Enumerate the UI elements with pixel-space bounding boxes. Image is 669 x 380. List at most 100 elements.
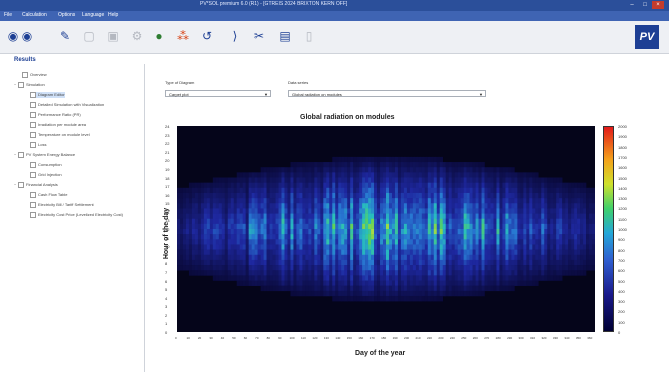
- menu-calculation[interactable]: Calculation: [22, 12, 47, 18]
- heatmap-cell: [592, 259, 595, 266]
- heatmap-cell: [218, 254, 223, 261]
- heatmap-cell: [388, 182, 393, 189]
- heatmap-cell: [257, 254, 261, 261]
- heatmap-cell: [188, 208, 193, 214]
- heatmap-cell: [424, 290, 429, 297]
- heatmap-cell: [323, 290, 327, 297]
- data-series-select[interactable]: Global radiation on modules ▼: [288, 90, 486, 97]
- heatmap-cell: [454, 234, 458, 240]
- heatmap-cell: [242, 259, 246, 266]
- close-icon[interactable]: ×: [652, 1, 664, 9]
- heatmap-cell: [592, 213, 595, 219]
- heatmap-cell: [439, 167, 444, 173]
- tree-item-simulation[interactable]: − Simulation: [14, 82, 45, 88]
- data-series-value: Global radiation on modules: [292, 92, 342, 97]
- heatmap-cell: [329, 198, 333, 204]
- people-icon[interactable]: ⁂: [177, 29, 189, 43]
- tree-item-electricity-cost[interactable]: Electricity Cost Price (Levelized Electr…: [30, 212, 123, 218]
- back-icon[interactable]: ◉: [7, 29, 19, 43]
- heatmap-cell: [197, 192, 202, 199]
- heatmap-cell: [511, 182, 515, 189]
- diagram-type-select[interactable]: Carpet plot ▼: [165, 90, 271, 97]
- menu-options[interactable]: Options: [58, 12, 76, 18]
- heatmap-cell: [565, 203, 569, 209]
- heatmap-cell: [484, 259, 488, 266]
- menu-help[interactable]: Help: [108, 12, 119, 18]
- heatmap-cell: [272, 249, 276, 256]
- maximize-icon[interactable]: □: [643, 2, 647, 8]
- page-edit-icon[interactable]: ▣: [107, 29, 119, 43]
- heatmap-cell: [544, 192, 548, 199]
- heatmap-cell: [386, 218, 390, 225]
- heatmap-cell: [344, 265, 348, 271]
- heatmap-cell: [493, 203, 497, 209]
- heatmap-cell: [179, 192, 184, 199]
- heatmap-cell: [445, 285, 449, 292]
- heatmap-cell: [460, 182, 464, 189]
- heatmap-cell: [200, 239, 205, 245]
- scissors-icon[interactable]: ✂: [253, 29, 265, 43]
- heatmap-cell: [338, 203, 342, 209]
- heatmap-cell: [236, 270, 240, 276]
- tree-item-detailed-simulation[interactable]: Detailed Simulation with Visualization: [30, 102, 104, 108]
- heatmap-cell: [457, 172, 461, 178]
- heatmap-cell: [344, 234, 348, 240]
- tree-item-overview[interactable]: Overview: [22, 72, 47, 78]
- heatmap-cell: [538, 187, 542, 194]
- gear-icon[interactable]: ⚙: [131, 29, 143, 43]
- heatmap-cell: [442, 270, 447, 276]
- menu-language[interactable]: Language: [82, 12, 105, 18]
- tree-item-temperature[interactable]: Temperature on module level: [30, 132, 90, 138]
- wrench-icon[interactable]: ✎: [59, 29, 71, 43]
- tree-item-energy-balance[interactable]: − PV System Energy Balance: [14, 152, 76, 158]
- globe-icon[interactable]: ●: [155, 29, 163, 43]
- tree-item-consumption[interactable]: Consumption: [30, 162, 62, 168]
- heatmap-cell: [353, 295, 357, 302]
- heatmap-cell: [347, 213, 351, 219]
- tree-item-loss[interactable]: Loss: [30, 142, 46, 148]
- heatmap-cell: [350, 234, 354, 240]
- clipboard-icon[interactable]: ▯: [305, 29, 313, 43]
- heatmap-cell: [350, 259, 354, 266]
- heatmap-cell: [394, 223, 399, 230]
- menu-file[interactable]: File: [4, 12, 13, 18]
- heatmap-cell: [251, 213, 255, 219]
- minimize-icon[interactable]: –: [630, 2, 634, 8]
- heatmap-cell: [415, 295, 420, 302]
- undo-icon[interactable]: ↺: [201, 29, 213, 43]
- heatmap-cell: [397, 192, 402, 199]
- heatmap-cell: [215, 275, 220, 281]
- heatmap-cell: [179, 223, 184, 230]
- heatmap-cell: [559, 244, 563, 250]
- heatmap-cell: [332, 249, 336, 256]
- tree-item-cash-flow[interactable]: Cash Flow Table: [30, 192, 68, 198]
- heatmap-cell: [383, 239, 387, 245]
- heatmap-cell: [394, 208, 399, 214]
- forward-icon[interactable]: ◉: [21, 29, 33, 43]
- heatmap-cell: [412, 259, 417, 266]
- heatmap-cell: [374, 239, 378, 245]
- heatmap-cell: [218, 275, 223, 281]
- tree-item-performance-ratio[interactable]: Performance Ratio (PR): [30, 112, 81, 118]
- tree-item-financial-analysis[interactable]: − Financial Analysis: [14, 182, 58, 188]
- heatmap-cell: [236, 208, 240, 214]
- heatmap-cell: [529, 218, 533, 225]
- heatmap-cell: [388, 162, 393, 168]
- heatmap-cell: [221, 254, 226, 261]
- page-icon[interactable]: ▢: [83, 29, 95, 43]
- bracket-icon[interactable]: ⟩: [232, 29, 238, 43]
- save-icon[interactable]: ▤: [279, 29, 291, 43]
- heatmap-cell: [239, 198, 243, 204]
- tree-item-diagram-editor[interactable]: Diagram Editor: [30, 92, 65, 98]
- tree-item-irradiation[interactable]: Irradiation per module area: [30, 122, 86, 128]
- heatmap-cell: [368, 285, 372, 292]
- y-tick-label: 11: [165, 235, 170, 241]
- heatmap-cell: [499, 172, 503, 178]
- heatmap-cell: [320, 177, 324, 183]
- heatmap-cell: [499, 244, 503, 250]
- heatmap-cell: [287, 234, 291, 240]
- heatmap-cell: [541, 259, 545, 266]
- tree-item-electricity-bill[interactable]: Electricity Bill / Tariff Settlement: [30, 202, 94, 208]
- heatmap-cell: [388, 259, 393, 266]
- tree-item-grid-injection[interactable]: Grid Injection: [30, 172, 62, 178]
